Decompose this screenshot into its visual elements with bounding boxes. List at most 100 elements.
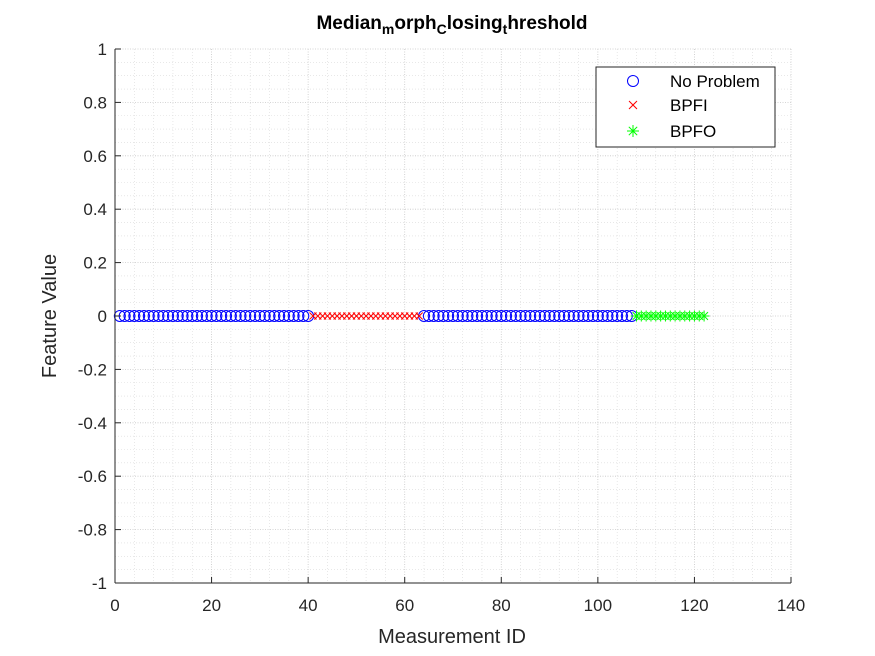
data-point-no-problem [297, 310, 310, 322]
data-point-no-problem [224, 310, 237, 322]
data-point-no-problem [157, 310, 170, 322]
data-point-no-problem [466, 310, 479, 322]
data-point-no-problem [273, 310, 286, 322]
y-tick-label: 0.2 [83, 254, 107, 273]
data-point-no-problem [278, 310, 290, 322]
data-point-bpfi [415, 312, 424, 320]
data-point-no-problem [548, 310, 561, 322]
data-point-no-problem [191, 310, 204, 322]
data-point-no-problem [220, 310, 233, 322]
y-axis-label: Feature Value [39, 254, 61, 378]
data-point-no-problem [596, 310, 609, 322]
data-point-no-problem [485, 310, 498, 322]
data-point-no-problem [427, 310, 440, 322]
data-point-no-problem [519, 310, 532, 322]
x-tick-label: 100 [584, 596, 612, 615]
y-tick-label: -1 [92, 574, 107, 593]
data-point-no-problem [591, 310, 604, 322]
data-point-no-problem [514, 310, 527, 322]
data-point-no-problem [480, 310, 493, 322]
data-point-no-problem [123, 310, 136, 322]
y-tick-label: 0.8 [83, 93, 107, 112]
data-point-no-problem [268, 310, 281, 322]
data-point-no-problem [490, 310, 503, 322]
legend-label-no-problem: No Problem [670, 72, 760, 91]
x-tick-label: 80 [492, 596, 511, 615]
data-point-no-problem [181, 310, 194, 322]
y-tick-label: -0.4 [78, 414, 107, 433]
data-point-no-problem [524, 310, 537, 322]
data-point-no-problem [128, 310, 141, 322]
data-point-no-problem [456, 310, 469, 322]
data-point-no-problem [147, 310, 160, 322]
x-tick-label: 0 [110, 596, 119, 615]
data-point-no-problem [205, 310, 218, 322]
data-point-no-problem [567, 310, 580, 322]
data-point-no-problem [253, 310, 266, 322]
y-tick-label: 0 [98, 307, 107, 326]
data-point-no-problem [171, 310, 184, 322]
data-point-no-problem [606, 310, 619, 322]
x-tick-label: 120 [680, 596, 708, 615]
legend-marker-no-problem [627, 75, 639, 87]
x-tick-label: 60 [395, 596, 414, 615]
y-tick-label: 0.4 [83, 200, 107, 219]
chart-title-subscript: t [503, 21, 508, 37]
data-point-no-problem [582, 310, 595, 322]
chart-title-part: hreshold [507, 13, 587, 34]
data-point-no-problem [553, 310, 566, 322]
data-point-no-problem [422, 310, 435, 322]
legend: No Problem BPFI BPFO [595, 66, 776, 148]
chart-title-part: Median [316, 13, 381, 34]
data-point-no-problem [234, 310, 247, 322]
data-point-no-problem [538, 310, 551, 322]
legend-box [595, 66, 776, 148]
data-point-no-problem [432, 310, 445, 322]
data-point-no-problem [442, 310, 455, 322]
data-point-no-problem [287, 310, 300, 322]
data-point-no-problem [601, 310, 614, 322]
data-point-no-problem [543, 310, 556, 322]
chart-title-subscript: m [382, 21, 394, 37]
data-point-no-problem [292, 310, 305, 322]
data-point-no-problem [239, 310, 252, 322]
data-point-no-problem [529, 310, 542, 322]
x-axis-ticks: 0 20 40 60 80 100 120 140 [110, 577, 805, 615]
legend-marker-bpfo [627, 125, 639, 137]
x-tick-label: 20 [202, 596, 221, 615]
data-layer [113, 310, 710, 322]
data-point-no-problem [244, 310, 257, 322]
data-point-no-problem [572, 310, 585, 322]
data-point-no-problem [447, 310, 459, 322]
chart-title-part: losing [447, 13, 503, 34]
data-point-no-problem [495, 310, 508, 322]
y-tick-label: -0.6 [78, 467, 107, 486]
y-axis-ticks: 1 0.8 0.6 0.4 0.2 0 -0.2 -0.4 -0.6 -0.8 -1 [78, 40, 121, 593]
data-point-no-problem [137, 310, 150, 322]
data-point-no-problem [504, 310, 517, 322]
data-point-no-problem [577, 310, 590, 322]
data-point-bpfo [698, 310, 710, 322]
data-point-no-problem [500, 310, 513, 322]
data-point-no-problem [282, 310, 295, 322]
data-point-no-problem [113, 310, 126, 322]
data-point-no-problem [215, 310, 228, 322]
data-point-no-problem [133, 310, 146, 322]
x-tick-label: 40 [299, 596, 318, 615]
data-point-no-problem [249, 310, 262, 322]
data-point-no-problem [587, 310, 600, 322]
data-point-no-problem [562, 310, 575, 322]
chart-title: MedianmorphClosingthreshold [316, 13, 587, 37]
data-point-no-problem [166, 310, 179, 322]
data-point-no-problem [195, 310, 208, 322]
data-point-no-problem [210, 310, 223, 322]
x-tick-label: 140 [777, 596, 805, 615]
legend-marker-bpfi [628, 100, 638, 110]
data-point-no-problem [142, 310, 155, 322]
data-point-no-problem [162, 310, 175, 322]
y-tick-label: -0.8 [78, 521, 107, 540]
x-axis-label: Measurement ID [378, 626, 526, 648]
chart-title-subscript: C [437, 21, 447, 37]
data-point-no-problem [471, 310, 484, 322]
data-point-no-problem [533, 310, 546, 322]
